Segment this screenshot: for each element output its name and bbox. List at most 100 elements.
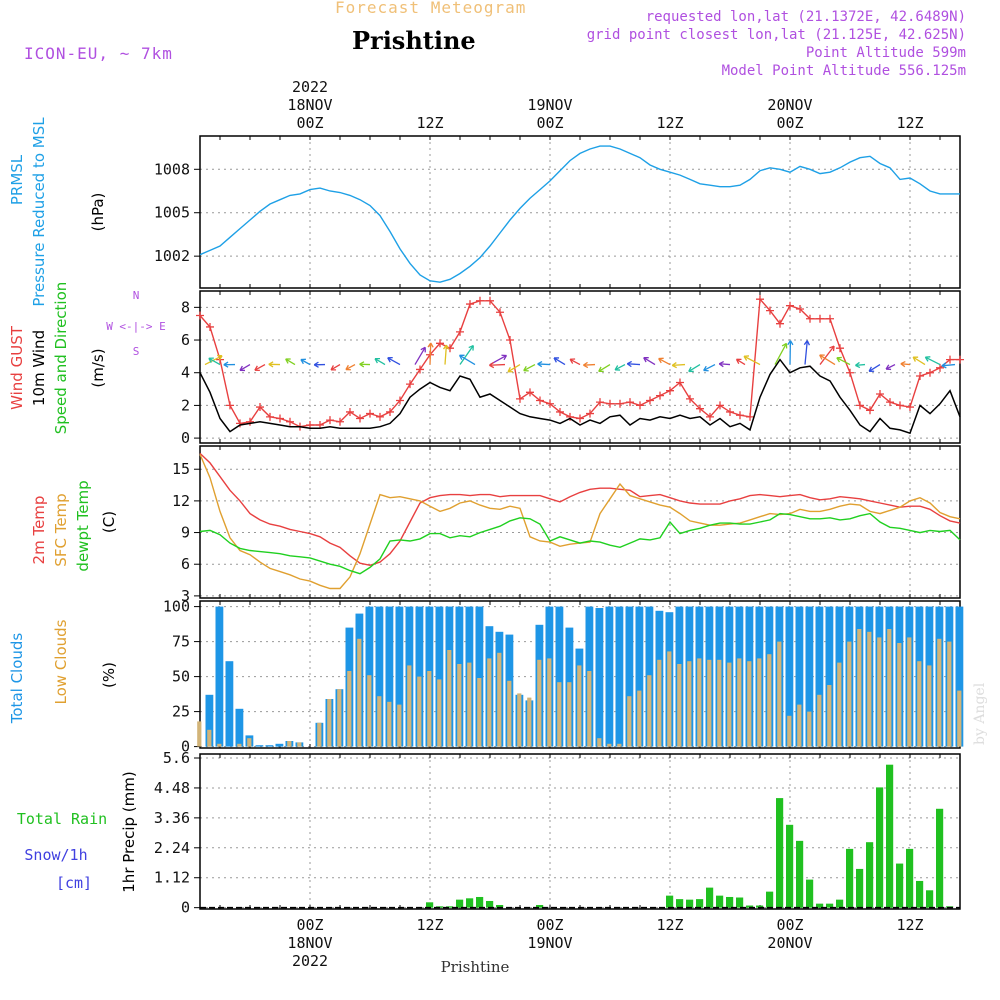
wind-direction-arrow	[868, 363, 881, 372]
gust-marker	[546, 399, 554, 408]
wind-arrow-head	[885, 364, 892, 371]
rain-bar	[906, 848, 914, 908]
wind-direction-arrow	[537, 360, 551, 368]
total-cloud-bar	[215, 606, 224, 747]
rain-bar	[456, 899, 464, 908]
rain-bar	[816, 903, 824, 908]
rain-bar	[486, 900, 494, 908]
wind-arrow-head	[855, 361, 861, 369]
rain-bar	[916, 880, 924, 908]
wind-direction-arrow	[208, 357, 221, 366]
footer-location: Prishtine	[441, 958, 510, 976]
low-cloud-bar	[627, 696, 632, 747]
wind-arrow-head	[735, 358, 742, 365]
low-cloud-bar	[537, 659, 542, 747]
wind-arrow-shaft	[537, 363, 551, 366]
wind-direction-arrow	[836, 356, 851, 366]
wind-direction-arrow	[254, 363, 266, 372]
gust-marker	[806, 314, 814, 323]
low-cloud-bar	[937, 638, 942, 747]
gust-marker	[766, 306, 774, 315]
wind-arrow-shaft	[658, 358, 671, 366]
bottom-date-label: 19NOV	[527, 934, 572, 952]
wind-arrow-shaft	[941, 363, 956, 367]
wind-arrow-head	[223, 361, 229, 368]
top-hour-label: 12Z	[416, 114, 443, 132]
top-hour-label: 00Z	[776, 114, 803, 132]
gust-marker	[436, 339, 444, 348]
low-cloud-bar	[917, 661, 922, 747]
gust-marker	[206, 322, 214, 331]
wind-direction-arrow	[614, 363, 626, 371]
wind-arrow-head	[941, 362, 947, 369]
gust-marker	[826, 314, 834, 323]
low-cloud-bar	[417, 676, 422, 747]
wind-arrow-shaft	[285, 358, 296, 366]
wind-direction-arrow	[223, 361, 236, 368]
wind-arrow-head	[330, 365, 337, 371]
rain-bar	[786, 824, 794, 908]
y-tick-label: 3	[181, 587, 190, 605]
gust-marker	[506, 336, 514, 345]
low-cloud-bar	[817, 694, 822, 747]
bottom-year-label: 2022	[292, 952, 328, 970]
low-cloud-bar	[807, 711, 812, 747]
bottom-hour-label: 00Z	[776, 916, 803, 934]
low-cloud-bar	[897, 643, 902, 747]
low-cloud-bar	[747, 661, 752, 747]
watermark: by Angel	[972, 682, 988, 745]
gust-marker	[556, 407, 564, 416]
rain-bar	[446, 906, 454, 908]
gust-label: Wind GUST	[8, 325, 26, 410]
wind-arrow-head	[208, 357, 214, 363]
wind-arrow-head	[285, 358, 291, 364]
gust-marker	[286, 417, 294, 426]
y-tick-label: 0	[181, 429, 190, 447]
temp-unit: (C)	[100, 511, 118, 533]
compass-we: W <-|-> E	[106, 320, 166, 333]
wind-arrow-shaft	[300, 358, 311, 366]
wind-arrow-shaft	[569, 358, 581, 366]
total-cloud-bar	[595, 608, 604, 747]
model-point-altitude: Model Point Altitude 556.125m	[721, 63, 966, 79]
wind-arrow-shaft	[444, 344, 448, 365]
wind-arrow-head	[626, 360, 632, 368]
rain-bar	[666, 895, 674, 908]
wind-arrow-head	[688, 366, 694, 373]
gust-marker	[656, 391, 664, 400]
wind-arrow-head	[924, 356, 931, 362]
bottom-hour-label: 12Z	[416, 916, 443, 934]
wind-direction-arrow	[819, 345, 835, 365]
wind-arrow-shaft	[459, 345, 474, 365]
y-tick-label: 25	[172, 703, 190, 721]
wind-arrow-shaft	[523, 363, 536, 372]
wind-direction-arrow	[688, 363, 701, 373]
wind-direction-arrow	[507, 363, 521, 373]
low-cloud-bar	[357, 638, 362, 747]
low-cloud-bar	[637, 690, 642, 747]
wind-arrow-shaft	[598, 363, 611, 372]
sfc-temp-line	[199, 454, 961, 590]
rain-bar	[836, 899, 844, 908]
gust-marker	[596, 398, 604, 407]
wind-direction-arrow	[924, 356, 941, 366]
wind-arrow-head	[468, 344, 474, 351]
low-cloud-bar	[437, 679, 442, 747]
total-cloud-bar	[395, 606, 404, 747]
wind-arrow-head	[658, 357, 664, 364]
gust-marker	[666, 386, 674, 395]
panel-frame	[199, 290, 961, 444]
rain-bar	[676, 899, 684, 908]
wind-arrow-shaft	[672, 363, 686, 367]
y-tick-label: 2	[181, 396, 190, 414]
low-cloud-bar	[567, 682, 572, 747]
gust-marker	[486, 296, 494, 305]
gust-marker	[476, 296, 484, 305]
gust-marker	[726, 407, 734, 416]
gust-marker	[256, 403, 264, 412]
rain-bar	[936, 808, 944, 908]
pressure-unit: (hPa)	[89, 193, 107, 232]
low-cloud-bar	[387, 701, 392, 747]
low-cloud-bar	[887, 629, 892, 747]
gust-marker	[746, 412, 754, 421]
